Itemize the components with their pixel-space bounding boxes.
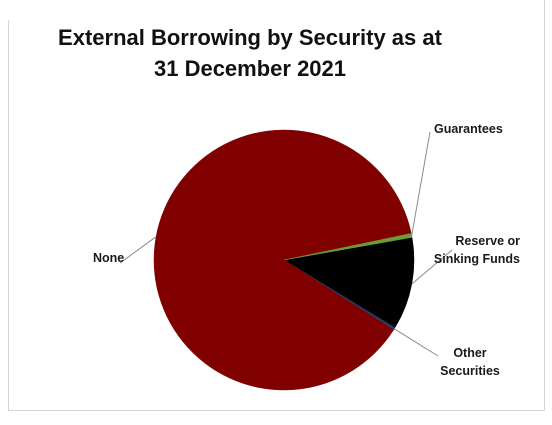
slice-label: None (93, 251, 124, 265)
leader-line (119, 236, 157, 264)
leader-line (411, 249, 453, 285)
slice-label: Other Securities (440, 346, 500, 378)
pie-slice-guarantees (283, 233, 413, 261)
slice-labels: Reserve or Sinking Funds Other Securities No… (93, 122, 520, 378)
chart-border-left (8, 20, 9, 410)
pie-slices (153, 129, 415, 391)
leader-lines (119, 131, 453, 357)
slice-label: Guarantees (434, 122, 503, 136)
chart-title-line-2: 31 December 2021 (153, 56, 347, 81)
slice-label: Reserve or Sinking Funds (434, 234, 520, 266)
leader-line (394, 328, 439, 357)
pie-slice-none (153, 129, 412, 391)
chart-title: External Borrowing by Security as at 31 … (40, 22, 460, 84)
chart-border-right (544, 0, 545, 411)
chart-border-bottom (8, 410, 544, 411)
chart-title-line-1: External Borrowing by Security as at (58, 25, 442, 50)
leader-line (411, 131, 431, 236)
